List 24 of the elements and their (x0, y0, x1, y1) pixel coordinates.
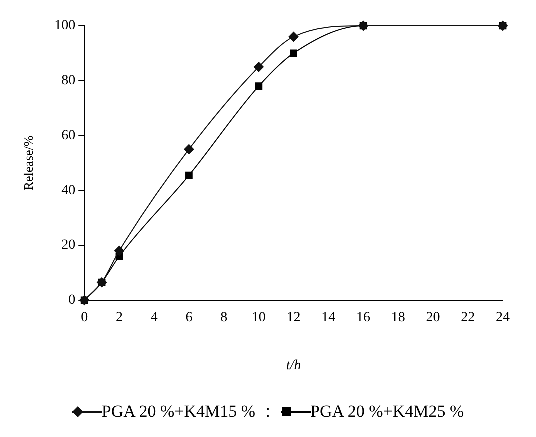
x-tick-label: 16 (356, 310, 371, 326)
x-tick-label: 10 (252, 310, 266, 326)
x-tick-label: 4 (150, 310, 158, 326)
text: ： (260, 401, 276, 423)
x-tick-label: 12 (286, 310, 301, 326)
x-tick-label: 0 (81, 310, 88, 326)
x-tick-label: 22 (461, 310, 476, 326)
x-tick-label: 20 (426, 310, 440, 326)
legend-label: PGA 20 %+K4M25 % (310, 402, 464, 422)
y-tick-label: 80 (62, 74, 76, 89)
y-tick-label: 0 (68, 293, 76, 308)
x-tick-label: 14 (322, 310, 336, 326)
y-tick-label: 20 (62, 238, 76, 254)
x-tick-label: 2 (116, 310, 123, 326)
y-axis-title: Release/% (21, 136, 36, 191)
y-tick-label: 100 (54, 18, 76, 34)
legend-label: PGA 20 %+K4M15 % (102, 402, 256, 422)
x-tick-label: 8 (220, 310, 228, 326)
y-tick-label: 40 (62, 183, 76, 198)
y-tick-label: 60 (62, 128, 76, 144)
x-axis-title: t/h (286, 358, 302, 374)
x-tick-label: 6 (186, 310, 193, 326)
x-tick-label: 18 (391, 310, 406, 326)
x-tick-label: 24 (496, 310, 510, 326)
